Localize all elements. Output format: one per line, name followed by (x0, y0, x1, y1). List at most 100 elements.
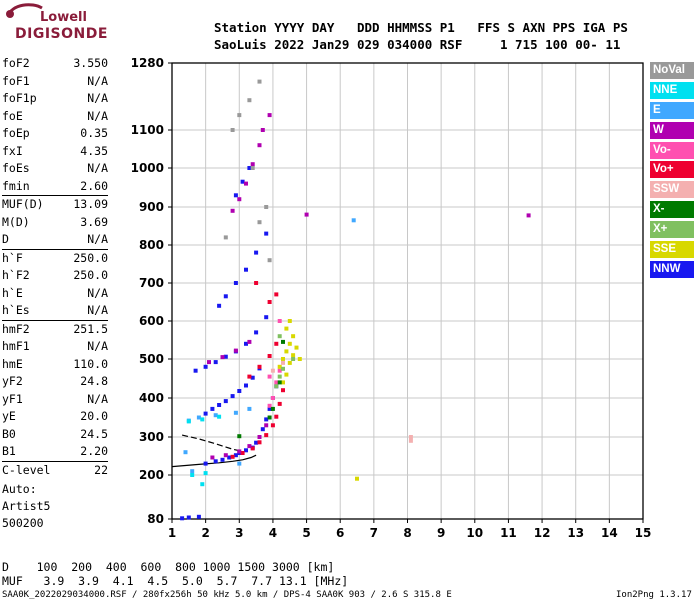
echo-point-nnw (217, 303, 222, 308)
echo-point-nnw (233, 281, 238, 285)
echo-point-w (237, 197, 242, 202)
echo-point-nnw (203, 411, 208, 416)
param-name: yF2 (2, 374, 23, 388)
echo-point-sse (284, 372, 289, 377)
echo-point-nnw (213, 459, 218, 464)
param-value: 251.5 (73, 321, 108, 336)
echo-point-e (213, 413, 218, 418)
echo-point-nnw (203, 461, 208, 466)
echo-point-xplus (277, 334, 282, 339)
echo-point-voplus (267, 354, 272, 358)
legend-item-vominus: Vo- (650, 141, 694, 159)
param-row: yF2 24.8 (2, 373, 108, 391)
echo-point-nne (203, 471, 208, 476)
echo-point-sse (277, 364, 282, 369)
echo-point-sse (284, 349, 289, 354)
echo-point-nnw (233, 453, 238, 458)
echo-point-sse (281, 357, 285, 361)
polarization-legend: NoVal NNE E W Vo- Vo+ SSW X- X+ SSE NNW (650, 62, 694, 281)
x-tick-label: 14 (601, 526, 618, 540)
echo-point-nnw (244, 383, 248, 388)
echo-point-vominus (270, 396, 275, 400)
param-value: 2.20 (80, 444, 108, 458)
echo-point-nnw (244, 341, 248, 346)
y-tick-label: 300 (139, 430, 164, 444)
param-value: N/A (87, 303, 108, 317)
echo-point-nnw (254, 250, 259, 255)
echo-point-nnw (223, 399, 228, 404)
echo-point-w (304, 212, 309, 217)
echo-point-nne (200, 417, 205, 422)
echo-point-sse (287, 319, 292, 323)
param-value: 13.09 (73, 197, 108, 211)
echo-point-w (257, 143, 262, 148)
x-tick-label: 2 (201, 526, 209, 540)
echo-point-sse (284, 326, 289, 331)
echo-point-xminus (270, 406, 275, 411)
echo-point-noval (257, 79, 262, 84)
echo-point-w (526, 213, 531, 218)
echo-point-w (247, 444, 252, 449)
echo-point-xminus (237, 434, 242, 439)
x-tick-label: 15 (635, 526, 652, 540)
echo-point-xplus (281, 366, 285, 371)
echo-point-nnw (217, 403, 222, 407)
echo-point-vominus (267, 374, 272, 379)
param-name: foF2 (2, 56, 30, 70)
param-row: yE 20.0 (2, 408, 108, 426)
echo-point-w (210, 455, 215, 460)
echo-point-sse (294, 345, 299, 350)
muf-value-row: MUF 3.9 3.9 4.1 4.5 5.0 5.7 7.7 13.1 [MH… (2, 574, 349, 588)
x-tick-label: 10 (466, 526, 483, 540)
param-value: 24.5 (80, 426, 108, 441)
param-value: N/A (87, 91, 108, 105)
echo-point-e (196, 415, 201, 420)
param-value: N/A (87, 285, 108, 300)
param-name: M(D) (2, 214, 30, 229)
param-row: yF1 N/A (2, 391, 108, 409)
echo-point-noval (257, 220, 262, 225)
param-row: fmin 2.60 (2, 178, 108, 196)
echo-point-w (237, 449, 242, 454)
param-name: yF1 (2, 391, 23, 406)
echo-point-voplus (250, 446, 255, 451)
echo-point-e (233, 410, 238, 415)
echo-point-sse (291, 334, 296, 339)
echo-point-nnw (193, 368, 198, 373)
echo-point-noval (230, 128, 235, 132)
param-value: N/A (87, 339, 108, 353)
echo-point-voplus (240, 451, 245, 455)
echo-point-voplus (257, 364, 262, 369)
param-name: foF1p (2, 91, 37, 105)
x-tick-label: 4 (269, 526, 277, 540)
echo-point-sse (291, 353, 296, 358)
param-row: hmE 110.0 (2, 356, 108, 374)
param-value: 250.0 (73, 250, 108, 265)
echo-point-vominus (277, 319, 282, 323)
echo-point-w (230, 208, 235, 213)
echo-point-nnw (237, 389, 242, 393)
echo-point-voplus (274, 414, 279, 419)
echo-point-w (223, 453, 228, 458)
echo-point-nnw (233, 193, 238, 198)
echo-point-e (237, 461, 242, 466)
param-value: N/A (87, 391, 108, 406)
y-tick-label: 500 (139, 352, 164, 366)
param-name: foEs (2, 161, 30, 175)
echo-point-ssw (408, 435, 413, 439)
echo-point-vominus (267, 403, 272, 408)
echo-point-voplus (274, 341, 279, 346)
echo-point-sse (287, 341, 292, 346)
param-name: hmF2 (2, 321, 30, 336)
legend-item-nne: NNE (650, 81, 694, 99)
y-tick-label: 400 (139, 391, 164, 405)
artist-code: 500200 (2, 516, 44, 530)
echo-point-w (267, 113, 272, 118)
param-value: 22 (94, 462, 108, 477)
echo-point-xminus (277, 380, 282, 385)
echo-point-noval (250, 166, 255, 170)
echo-point-w (257, 435, 262, 439)
program-version: Ion2Png 1.3.17 (616, 590, 692, 600)
x-tick-label: 1 (168, 526, 176, 540)
